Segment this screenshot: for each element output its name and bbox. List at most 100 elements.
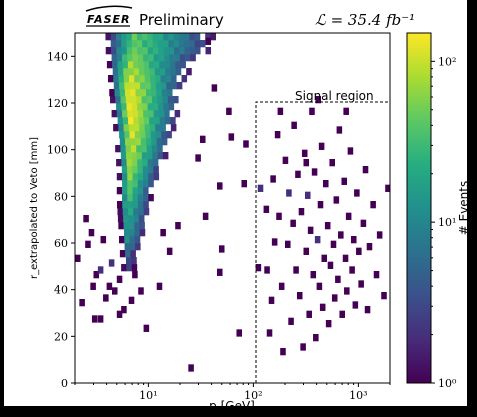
x-tick-label: 10² — [244, 389, 262, 402]
histogram-bin — [138, 68, 145, 76]
colorbar: 10⁰ 10¹ 10² # Events — [406, 32, 471, 390]
histogram-bin — [139, 75, 146, 83]
histogram-bin — [123, 75, 130, 83]
histogram-bin — [119, 138, 126, 146]
histogram-bin — [339, 310, 345, 318]
histogram-bin — [291, 121, 297, 129]
histogram-bin — [115, 145, 121, 153]
histogram-bin — [257, 184, 264, 192]
histogram-bin — [136, 152, 143, 160]
histogram-bin — [195, 154, 201, 162]
histogram-bin — [129, 229, 135, 237]
histogram-bin — [128, 215, 134, 223]
colorbar-tick-label: 10⁰ — [438, 377, 457, 390]
histogram-bin — [119, 131, 125, 139]
histogram-bin — [138, 201, 144, 209]
histogram-bin — [139, 222, 145, 230]
histogram-bin — [123, 215, 129, 223]
histogram-bin — [179, 54, 186, 62]
histogram-bin — [155, 131, 162, 139]
histogram-bin — [124, 243, 131, 251]
histogram-bin — [264, 266, 270, 274]
histogram-bin — [153, 110, 160, 118]
histogram-bin — [168, 40, 174, 48]
histogram-bin — [366, 243, 373, 251]
histogram-bin — [133, 61, 139, 69]
histogram-bin — [124, 236, 130, 244]
histogram-bin — [149, 68, 156, 76]
histogram-bin — [117, 201, 123, 209]
histogram-bin — [152, 159, 159, 167]
histogram-bin — [304, 191, 311, 199]
histogram-bin — [157, 33, 164, 41]
histogram-bin — [129, 82, 136, 90]
histogram-bin — [137, 194, 144, 202]
histogram-bin — [140, 82, 146, 90]
histogram-bin — [142, 40, 148, 48]
histogram-bin — [173, 96, 179, 104]
histogram-bin — [145, 89, 152, 97]
y-tick-label: 140 — [47, 50, 68, 63]
histogram-bin — [276, 212, 282, 220]
histogram-bin — [123, 229, 130, 237]
histogram-bin — [124, 89, 131, 97]
histogram-bin — [136, 40, 143, 48]
faser-logo-text: FASER — [87, 13, 131, 26]
histogram-bin — [129, 75, 135, 83]
histogram-bin — [151, 145, 158, 153]
histogram-bin — [121, 159, 127, 167]
histogram-bin — [110, 40, 117, 48]
histogram-bin — [329, 159, 335, 167]
histogram-bin — [325, 320, 332, 328]
histogram-bin — [152, 103, 159, 111]
histogram-bin — [127, 110, 133, 118]
histogram-bin — [174, 110, 181, 118]
histogram-bin — [131, 40, 138, 48]
histogram-bin — [135, 138, 142, 146]
histogram-bin — [121, 40, 127, 48]
histogram-bin — [160, 124, 166, 132]
histogram-bin — [303, 247, 310, 255]
histogram-bin — [194, 33, 201, 41]
histogram-bin — [137, 54, 144, 62]
histogram-bin — [141, 145, 147, 153]
histogram-bin — [144, 124, 151, 132]
histogram-bin — [132, 194, 139, 202]
y-tick-label: 60 — [54, 237, 68, 250]
histogram-bin — [315, 96, 321, 104]
histogram-bin — [241, 180, 248, 188]
histogram-bin — [117, 61, 123, 69]
y-tick-label: 120 — [47, 97, 68, 110]
histogram-bin — [385, 184, 391, 192]
histogram-bin — [122, 173, 128, 181]
x-tick-label: 10³ — [349, 389, 367, 402]
histogram-bin — [142, 33, 148, 41]
histogram-bin — [341, 177, 348, 185]
histogram-bin — [137, 187, 144, 195]
histogram-bin — [333, 196, 340, 204]
y-tick-label: 40 — [54, 284, 68, 297]
histogram-bin — [322, 180, 329, 188]
histogram-bin — [125, 250, 131, 258]
histogram-bin — [129, 236, 136, 244]
histogram-bin — [127, 201, 134, 209]
histogram-bin — [165, 75, 172, 83]
histogram-bin — [140, 131, 146, 139]
histogram-bin — [170, 124, 177, 132]
histogram-bin — [278, 282, 285, 290]
histogram-bin — [136, 33, 143, 41]
histogram-bin — [145, 82, 151, 90]
histogram-bin — [136, 145, 142, 153]
histogram-bin — [358, 280, 364, 288]
histogram-bin — [131, 159, 138, 167]
histogram-bin — [141, 152, 148, 160]
histogram-bin — [121, 47, 128, 55]
histogram-bin — [137, 173, 144, 181]
histogram-bin — [142, 103, 148, 111]
histogram-bin — [354, 189, 360, 197]
histogram-bin — [163, 33, 169, 41]
histogram-bin — [127, 61, 134, 69]
histogram-bin — [133, 68, 140, 76]
